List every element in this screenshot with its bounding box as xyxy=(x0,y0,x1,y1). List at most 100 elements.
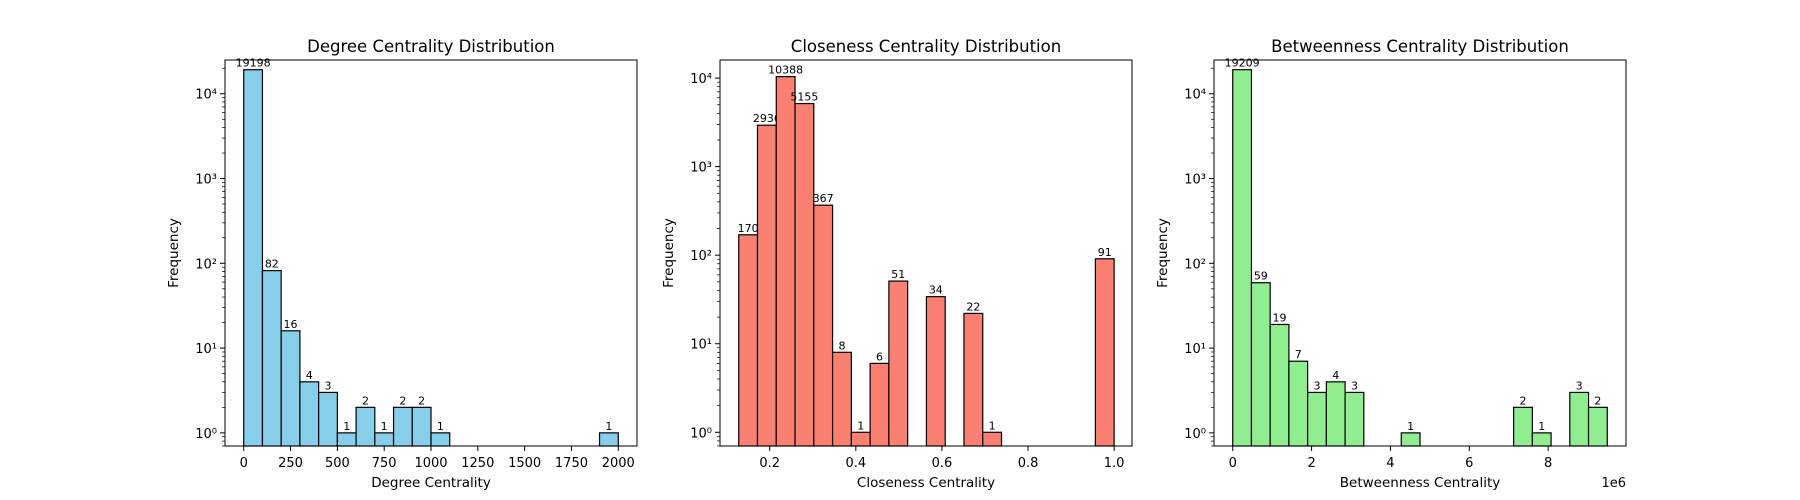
y-tick-label: 10⁰ xyxy=(195,427,217,442)
bar-value-label: 2 xyxy=(1520,394,1527,407)
chart-title: Degree Centrality Distribution xyxy=(307,37,555,56)
bar-value-label: 1 xyxy=(1538,420,1545,433)
x-axis-label: Degree Centrality xyxy=(371,475,491,491)
x-tick-label: 6 xyxy=(1465,456,1473,471)
bar-value-label: 3 xyxy=(1351,379,1358,392)
y-tick-label: 10² xyxy=(195,257,217,272)
y-tick-label: 10³ xyxy=(1184,173,1206,188)
y-tick-label: 10⁴ xyxy=(195,88,217,103)
bar xyxy=(1531,432,1552,447)
bar xyxy=(1400,432,1421,447)
y-axis-label: Frequency xyxy=(661,218,677,288)
y-tick-label: 10¹ xyxy=(195,342,217,357)
bar-value-label: 2 xyxy=(1594,394,1601,407)
bar-value-label: 19 xyxy=(1273,311,1287,324)
bar-value-label: 51 xyxy=(891,268,905,281)
bar-value-label: 1 xyxy=(605,420,612,433)
bar xyxy=(794,102,815,447)
bar xyxy=(1094,258,1115,447)
bar-value-label: 1 xyxy=(343,420,350,433)
y-tick-label: 10³ xyxy=(195,173,217,188)
x-tick-label: 0.8 xyxy=(1018,456,1039,471)
y-tick-label: 10⁰ xyxy=(690,426,712,441)
bar-value-label: 1 xyxy=(989,419,996,432)
bar-value-label: 2 xyxy=(399,394,406,407)
bar xyxy=(850,431,871,447)
bar xyxy=(738,234,759,447)
bar xyxy=(598,432,619,447)
bar-value-label: 3 xyxy=(1576,379,1583,392)
bar xyxy=(1325,381,1346,447)
bar-value-label: 3 xyxy=(1314,379,1321,392)
x-tick-label: 0 xyxy=(1229,456,1237,471)
x-tick-label: 500 xyxy=(325,456,350,471)
bar xyxy=(243,69,264,447)
bar-value-label: 2 xyxy=(418,394,425,407)
bar-value-label: 1 xyxy=(437,420,444,433)
y-tick-label: 10² xyxy=(690,249,712,264)
bar-value-label: 1 xyxy=(1407,420,1414,433)
x-tick-label: 1000 xyxy=(414,456,447,471)
y-axis-label: Frequency xyxy=(166,218,182,288)
bar-value-label: 6 xyxy=(876,350,883,363)
bar-value-label: 4 xyxy=(1332,369,1339,382)
bar xyxy=(888,280,909,447)
bars: 170 2936 10388 5155 367 8 1 6 51 34 22 1 91 xyxy=(738,64,1115,447)
bar xyxy=(1307,391,1327,447)
x-tick-label: 1250 xyxy=(461,456,494,471)
bar-value-label: 7 xyxy=(1295,348,1302,361)
bar-value-label: 170 xyxy=(738,222,759,235)
bar-value-label: 4 xyxy=(306,369,313,382)
chart-title: Betweenness Centrality Distribution xyxy=(1271,37,1569,56)
bar-value-label: 16 xyxy=(284,318,298,331)
x-tick-label: 2 xyxy=(1307,456,1315,471)
y-tick-label: 10³ xyxy=(690,161,712,176)
x-tick-label: 0.2 xyxy=(759,456,780,471)
x-tick-label: 250 xyxy=(278,456,303,471)
bar xyxy=(831,351,852,447)
bar xyxy=(925,296,946,447)
y-tick-label: 10¹ xyxy=(690,338,712,353)
bar xyxy=(1587,406,1608,447)
bar xyxy=(775,76,796,447)
bar-value-label: 10388 xyxy=(768,64,803,77)
bar-value-label: 82 xyxy=(265,258,279,271)
bar-value-label: 22 xyxy=(966,300,980,313)
bar xyxy=(963,312,984,447)
bar-value-label: 1 xyxy=(381,420,388,433)
bar-value-label: 5155 xyxy=(790,91,818,104)
x-axis-label: Betweenness Centrality xyxy=(1340,475,1500,491)
chart-panel-2: 170 2936 10388 5155 367 8 1 6 51 34 22 1 91 0.2 0.4 0.6… xyxy=(661,37,1133,491)
bar xyxy=(813,204,834,447)
y-tick-label: 10⁴ xyxy=(690,72,712,87)
bar xyxy=(1513,406,1533,447)
bar-value-label: 34 xyxy=(929,284,943,297)
bar xyxy=(1250,282,1271,447)
bar xyxy=(430,432,451,447)
x-tick-label: 1.0 xyxy=(1104,456,1125,471)
x-axis-offset-label: 1e6 xyxy=(1601,476,1626,491)
bar xyxy=(355,406,376,447)
bar-value-label: 19209 xyxy=(1225,57,1260,70)
x-tick-label: 4 xyxy=(1386,456,1394,471)
x-tick-label: 1750 xyxy=(555,456,588,471)
x-axis-label: Closeness Centrality xyxy=(857,475,995,491)
bar xyxy=(299,381,320,447)
bar xyxy=(869,362,890,447)
y-tick-label: 10¹ xyxy=(1184,342,1206,357)
bar-value-label: 19198 xyxy=(236,57,271,70)
x-tick-label: 1500 xyxy=(508,456,541,471)
bar-value-label: 2 xyxy=(362,394,369,407)
bar-value-label: 8 xyxy=(838,339,845,352)
bar xyxy=(756,124,777,447)
bar-value-label: 59 xyxy=(1254,270,1268,283)
bar xyxy=(374,432,395,447)
x-tick-label: 2000 xyxy=(602,456,635,471)
y-axis-label: Frequency xyxy=(1155,218,1171,288)
y-tick-label: 10⁴ xyxy=(1184,88,1206,103)
bar xyxy=(1269,323,1290,447)
axes-frame xyxy=(719,59,1133,447)
x-tick-label: 0.4 xyxy=(845,456,866,471)
